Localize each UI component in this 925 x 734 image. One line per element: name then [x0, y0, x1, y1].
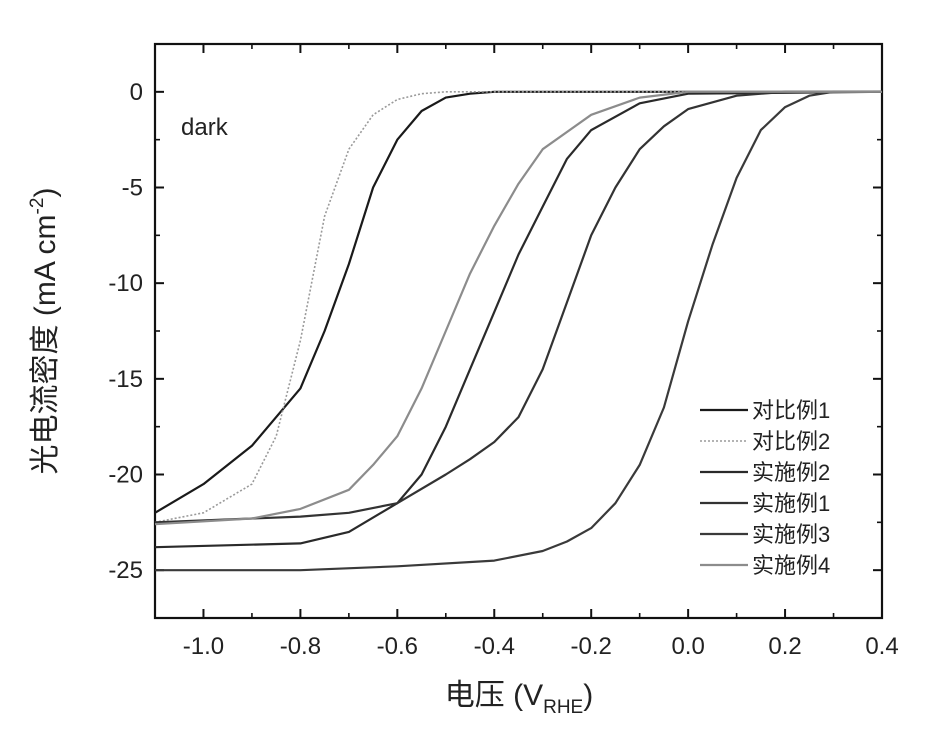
legend-label: 实施例3 [752, 522, 830, 547]
y-tick-label: -20 [108, 462, 143, 489]
y-axis-label-superscript: -2 [27, 198, 48, 215]
dark-annotation: dark [181, 114, 229, 141]
x-tick-label: 0.2 [768, 633, 801, 660]
legend-label: 对比例2 [752, 429, 830, 454]
y-tick-label: -10 [108, 270, 143, 297]
series-line-4 [155, 92, 882, 523]
legend-label: 实施例2 [752, 460, 830, 485]
x-tick-label: -0.4 [474, 633, 515, 660]
y-axis-label-suffix: ) [29, 188, 62, 198]
x-axis-label-suffix: ) [583, 679, 593, 712]
x-tick-label: -0.2 [571, 633, 612, 660]
y-tick-label: 0 [130, 79, 143, 106]
legend: 对比例1 对比例2 实施例2 实施例1 实施例3 实施例4 [700, 398, 830, 578]
y-tick-label: -25 [108, 557, 143, 584]
y-axis-label: 光电流密度 (mA cm-2) [27, 188, 62, 475]
legend-label: 实施例1 [752, 491, 830, 516]
x-axis-label-subscript: RHE [543, 697, 583, 718]
x-tick-label: -0.6 [377, 633, 418, 660]
y-tick-label: -5 [122, 175, 143, 202]
x-tick-label: -0.8 [280, 633, 321, 660]
x-tick-label: 0.4 [865, 633, 898, 660]
x-tick-label: -1.0 [183, 633, 224, 660]
y-tick-label: -15 [108, 366, 143, 393]
x-tick-label: 0.0 [671, 633, 704, 660]
y-axis-label-main: 光电流密度 (mA cm [29, 214, 62, 474]
series-line-2 [155, 92, 882, 523]
x-axis-label: 电压 (VRHE) [445, 679, 593, 718]
legend-label: 对比例1 [752, 398, 830, 423]
x-axis-label-main: 电压 (V [445, 679, 543, 712]
legend-label: 实施例4 [752, 553, 830, 578]
